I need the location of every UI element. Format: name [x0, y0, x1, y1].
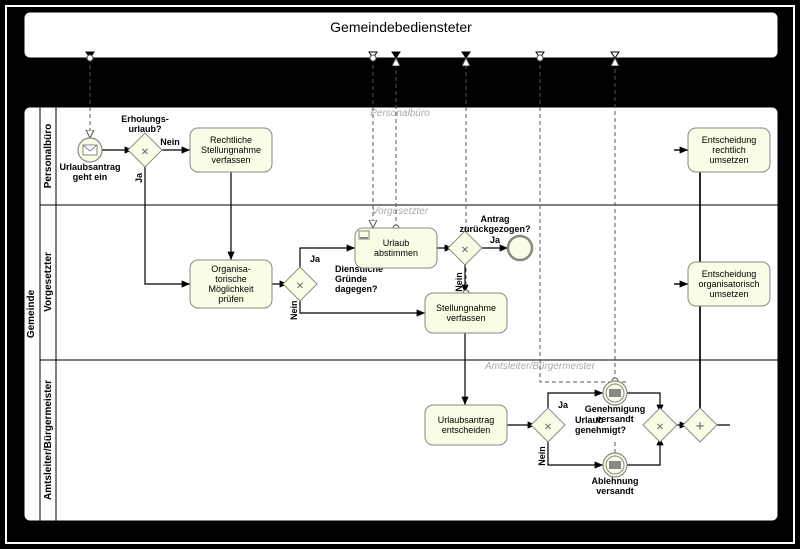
task-entscheidung-rechtlich-umsetzen: Entscheidung rechtlich umsetzen: [688, 128, 770, 172]
svg-text:×: ×: [296, 279, 304, 294]
svg-text:×: ×: [461, 243, 469, 258]
svg-text:Rechtliche: Rechtliche: [210, 135, 252, 145]
svg-text:geht ein: geht ein: [73, 172, 108, 182]
task-entscheidung-org-umsetzen: Entscheidung organisatorisch umsetzen: [688, 262, 770, 306]
svg-text:×: ×: [656, 420, 664, 435]
svg-text:Möglichkeit: Möglichkeit: [208, 284, 254, 294]
msgflow-gen: [540, 58, 627, 382]
svg-text:urlaub?: urlaub?: [129, 124, 162, 134]
nodes-layer: Urlaubsantrag geht ein × Erholungs- urla…: [0, 0, 800, 549]
task-urlaub-abstimmen: Urlaub abstimmen: [355, 228, 437, 268]
svg-text:zurückgezogen?: zurückgezogen?: [459, 224, 530, 234]
start-event: Urlaubsantrag geht ein: [59, 138, 120, 182]
svg-text:verfassen: verfassen: [211, 155, 250, 165]
svg-text:genehmigt?: genehmigt?: [575, 425, 626, 435]
task-urlaubsantrag-entscheiden: Urlaubsantrag entscheiden: [425, 405, 507, 445]
svg-text:Stellungnahme: Stellungnahme: [436, 303, 496, 313]
task-rechtliche-stellungnahme: Rechtliche Stellungnahme verfassen: [190, 128, 272, 172]
svg-text:abstimmen: abstimmen: [374, 248, 418, 258]
svg-text:dagegen?: dagegen?: [335, 284, 378, 294]
svg-text:Urlaubsantrag: Urlaubsantrag: [59, 162, 120, 172]
svg-text:Entscheidung: Entscheidung: [702, 135, 757, 145]
svg-text:+: +: [695, 418, 704, 435]
svg-text:Urlaubsantrag: Urlaubsantrag: [438, 415, 495, 425]
task-org-moeglichkeit-pruefen: Organisa- torische Möglichkeit prüfen: [190, 260, 272, 308]
svg-text:verfassen: verfassen: [446, 313, 485, 323]
svg-text:prüfen: prüfen: [218, 294, 244, 304]
svg-text:Antrag: Antrag: [481, 214, 510, 224]
svg-text:Erholungs-: Erholungs-: [121, 114, 169, 124]
end-event-1: [508, 236, 532, 260]
event-ablehnung-versandt: Ablehnung versandt: [592, 453, 639, 496]
gateway-dienstliche-gruende: × Dienstliche Gründe dagegen?: [283, 264, 383, 301]
svg-text:organisatorisch: organisatorisch: [698, 279, 759, 289]
gateway-merge: ×: [643, 408, 677, 442]
svg-text:versandt: versandt: [596, 486, 634, 496]
svg-text:Ablehnung: Ablehnung: [592, 476, 639, 486]
svg-text:versandt: versandt: [596, 414, 634, 424]
svg-text:×: ×: [544, 420, 552, 435]
task-stellungnahme-verfassen: Stellungnahme verfassen: [425, 293, 507, 333]
svg-text:Genehmigung: Genehmigung: [585, 404, 646, 414]
svg-text:Entscheidung: Entscheidung: [702, 269, 757, 279]
svg-text:×: ×: [141, 145, 149, 160]
svg-text:umsetzen: umsetzen: [709, 155, 748, 165]
svg-text:entscheiden: entscheiden: [442, 425, 491, 435]
svg-text:Organisa-: Organisa-: [211, 264, 251, 274]
gateway-parallel: +: [683, 408, 717, 442]
svg-text:rechtlich: rechtlich: [712, 145, 746, 155]
svg-text:Stellungnahme: Stellungnahme: [201, 145, 261, 155]
svg-text:Urlaub: Urlaub: [383, 238, 410, 248]
svg-text:umsetzen: umsetzen: [709, 289, 748, 299]
svg-text:torische: torische: [215, 274, 247, 284]
svg-text:Gründe: Gründe: [335, 274, 367, 284]
gateway-erholungsurlaub: × Erholungs- urlaub?: [121, 114, 169, 167]
